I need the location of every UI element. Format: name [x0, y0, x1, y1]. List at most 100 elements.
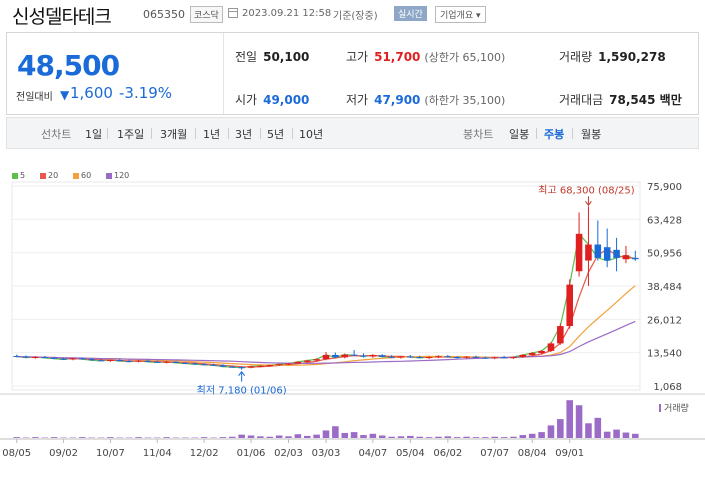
volume-bar — [510, 436, 517, 438]
period-3y[interactable]: 3년 — [235, 128, 253, 141]
candle-weekly[interactable]: 주봉 — [544, 128, 565, 141]
x-tick-label: 08/05 — [2, 448, 31, 459]
candle-body — [32, 357, 39, 359]
ma-line-5 — [16, 232, 636, 369]
low-arrowhead — [238, 370, 246, 376]
candle-body — [407, 356, 414, 358]
volume-bar — [32, 437, 39, 438]
legend-ma5: 5 — [12, 171, 25, 180]
x-tick-label: 05/04 — [396, 448, 425, 459]
volume-bar — [79, 437, 86, 438]
candle-daily[interactable]: 일봉 — [509, 128, 530, 141]
stock-header: 신성델타테크 065350 코스닥 2023.09.21 12:58 기준(장중… — [0, 0, 705, 30]
volume-bar — [557, 419, 564, 438]
divider — [292, 128, 293, 139]
ma-line-120 — [16, 320, 636, 365]
period-1w[interactable]: 1주일 — [117, 128, 145, 141]
period-5y[interactable]: 5년 — [267, 128, 285, 141]
volume-bar — [285, 436, 292, 438]
volume-bar — [322, 430, 330, 438]
company-info-button[interactable]: 기업개요 ▾ — [435, 6, 486, 23]
volume-bar — [350, 432, 358, 438]
volume-bar — [238, 434, 245, 438]
volume-bar — [407, 435, 414, 438]
y-tick-label: 75,900 — [647, 182, 682, 193]
divider — [107, 128, 108, 139]
period-10y[interactable]: 10년 — [299, 128, 324, 141]
candle-body — [257, 365, 264, 367]
volume-bar — [388, 436, 395, 438]
volume-bar — [585, 423, 592, 438]
moving-averages — [16, 232, 636, 369]
candle-body — [491, 357, 498, 359]
legend-ma120: 120 — [106, 171, 129, 180]
volume-bar — [397, 436, 405, 438]
candle-body — [538, 350, 545, 354]
candle-body — [566, 284, 573, 327]
down-arrow-icon: ▼ — [60, 88, 70, 102]
quote-datetime: 2023.09.21 12:58 — [242, 8, 332, 19]
candle-body — [397, 356, 405, 358]
low-value: 47,900 — [374, 93, 421, 107]
open-price: 시가 49,000 — [235, 91, 309, 108]
volume-bar — [416, 436, 424, 438]
volume-label: 거래량 — [559, 50, 593, 64]
candle-body — [79, 358, 86, 360]
current-price: 48,500 — [17, 49, 120, 82]
volume-bars — [13, 400, 639, 438]
stock-code: 065350 — [143, 8, 185, 21]
candle-body — [547, 343, 555, 351]
period-1y[interactable]: 1년 — [203, 128, 221, 141]
high-annotation: 최고 68,300 (08/25) — [538, 184, 634, 196]
candle-body — [285, 363, 292, 365]
chart-grid — [0, 181, 705, 443]
x-tick-label: 08/04 — [518, 448, 547, 459]
candle-monthly[interactable]: 월봉 — [581, 128, 602, 141]
legend-swatch — [40, 172, 46, 179]
volume-value: 1,590,278 — [598, 50, 666, 64]
open-label: 시가 — [235, 93, 258, 107]
chevron-down-icon: ▾ — [476, 11, 481, 21]
x-tick-label: 07/07 — [480, 448, 509, 459]
candle-body — [163, 361, 170, 363]
low-label: 저가 — [346, 93, 369, 107]
x-tick-label: 03/03 — [312, 448, 341, 459]
open-value: 49,000 — [263, 93, 310, 107]
divider — [228, 128, 229, 139]
volume-legend-swatch — [659, 404, 661, 412]
candle-body — [332, 354, 339, 358]
x-tick-label: 02/03 — [274, 448, 303, 459]
candle-body — [50, 357, 58, 359]
volume-label: 거래량 — [664, 402, 689, 414]
high-arrowhead — [585, 201, 592, 207]
volume-bar — [519, 435, 527, 438]
legend-ma60: 60 — [73, 171, 91, 180]
market-badge: 코스닥 — [190, 6, 223, 23]
candle-body — [60, 358, 67, 360]
volume-bar — [491, 436, 498, 438]
y-tick-label: 13,540 — [647, 349, 682, 360]
y-tick-label: 1,068 — [653, 382, 682, 393]
candle-body — [97, 360, 105, 362]
volume-bar — [107, 437, 114, 438]
period-3m[interactable]: 3개월 — [160, 128, 188, 141]
volume-bar — [547, 425, 555, 438]
upper-limit: (상한가 65,100) — [424, 51, 506, 64]
legend-label: 5 — [20, 171, 26, 180]
period-1d[interactable]: 1일 — [85, 128, 103, 141]
volume-bar — [200, 437, 208, 438]
divider — [536, 128, 537, 139]
volume-bar — [219, 437, 227, 438]
candle-body — [528, 353, 536, 355]
volume-bar — [294, 434, 302, 438]
candle-body — [144, 360, 152, 362]
volume-bar — [538, 432, 545, 438]
lower-limit: (하한가 35,100) — [424, 94, 506, 107]
volume-bar — [135, 437, 142, 438]
candle-body — [219, 365, 227, 367]
volume-bar — [332, 426, 339, 438]
realtime-badge[interactable]: 실시간 — [394, 6, 427, 21]
candle-body — [435, 356, 442, 358]
amount-value: 78,545 백만 — [609, 93, 682, 107]
